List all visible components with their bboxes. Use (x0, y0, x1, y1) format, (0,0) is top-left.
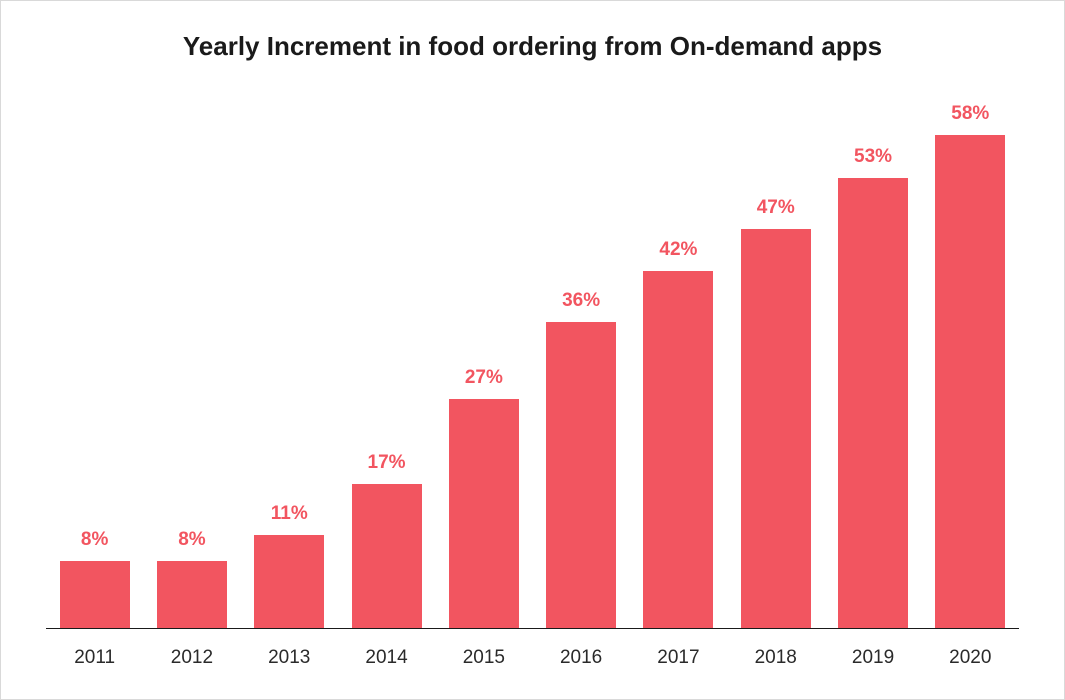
bar-slot: 47% (727, 101, 824, 629)
bar-value-label: 47% (757, 197, 795, 219)
x-axis-label: 2011 (46, 647, 143, 669)
bar-slot: 17% (338, 101, 435, 629)
bar-value-label: 11% (271, 503, 308, 525)
bar-value-label: 17% (368, 452, 406, 474)
x-axis-label: 2016 (532, 647, 629, 669)
bar: 27% (449, 399, 519, 629)
plot-area: 8% 8% 11% 17% 27% 36% 42% 47% 53% 58% (46, 101, 1019, 629)
x-axis-label: 2020 (922, 647, 1019, 669)
bar-slot: 27% (435, 101, 532, 629)
bar: 8% (60, 561, 130, 629)
bar-slot: 36% (532, 101, 629, 629)
bar: 47% (741, 229, 811, 629)
bar: 58% (935, 135, 1005, 629)
bar: 36% (546, 322, 616, 629)
x-axis-label: 2015 (435, 647, 532, 669)
bars-container: 8% 8% 11% 17% 27% 36% 42% 47% 53% 58% (46, 101, 1019, 629)
bar-slot: 58% (922, 101, 1019, 629)
bar-slot: 42% (630, 101, 727, 629)
bar-slot: 8% (46, 101, 143, 629)
bar-slot: 53% (824, 101, 921, 629)
bar-value-label: 42% (659, 239, 697, 261)
x-axis-label: 2014 (338, 647, 435, 669)
chart-title: Yearly Increment in food ordering from O… (1, 31, 1064, 62)
x-axis-labels: 2011201220132014201520162017201820192020 (46, 647, 1019, 669)
bar-value-label: 8% (81, 529, 108, 551)
bar: 11% (254, 535, 324, 629)
bar: 42% (643, 271, 713, 629)
bar-value-label: 8% (178, 529, 205, 551)
x-axis-label: 2018 (727, 647, 824, 669)
bar-value-label: 36% (562, 290, 600, 312)
bar-slot: 8% (143, 101, 240, 629)
x-axis-label: 2013 (241, 647, 338, 669)
bar-value-label: 53% (854, 146, 892, 168)
bar: 53% (838, 178, 908, 629)
x-axis-label: 2019 (824, 647, 921, 669)
chart-frame: Yearly Increment in food ordering from O… (0, 0, 1065, 700)
x-axis-line (46, 628, 1019, 629)
bar-value-label: 58% (951, 103, 989, 125)
x-axis-label: 2012 (143, 647, 240, 669)
bar-slot: 11% (241, 101, 338, 629)
bar-value-label: 27% (465, 367, 503, 389)
x-axis-label: 2017 (630, 647, 727, 669)
bar: 8% (157, 561, 227, 629)
bar: 17% (352, 484, 422, 629)
